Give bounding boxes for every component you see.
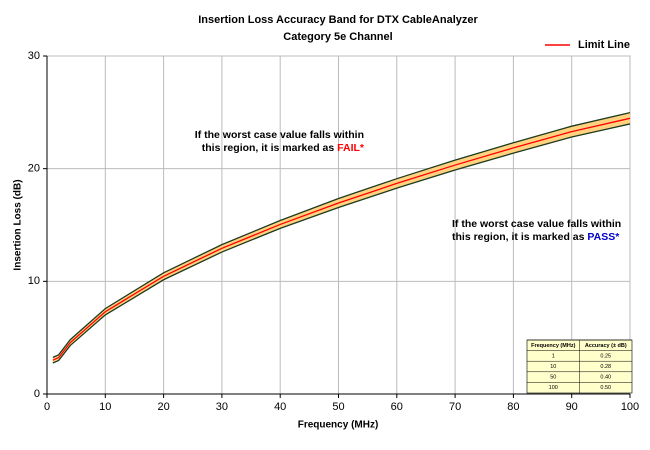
y-axis-label: Insertion Loss (dB) [13, 179, 24, 270]
x-tick-label: 0 [44, 401, 50, 413]
annotation-highlight: FAIL* [337, 142, 365, 154]
x-tick-label: 80 [507, 401, 519, 413]
y-tick-label: 10 [28, 275, 40, 287]
x-tick-label: 60 [391, 401, 403, 413]
annotation-text: If the worst case value falls within [452, 218, 621, 230]
x-tick-label: 70 [449, 401, 461, 413]
x-axis-label: Frequency (MHz) [298, 420, 379, 431]
chart-subtitle: Category 5e Channel [283, 31, 392, 43]
table-cell: 1 [552, 353, 555, 359]
annotation-line: this region, it is marked as [452, 231, 587, 243]
table-cell: 50 [550, 375, 556, 381]
x-tick-label: 20 [157, 401, 169, 413]
x-tick-label: 50 [332, 401, 344, 413]
series-line [52, 117, 631, 361]
table-cell: 0.28 [600, 364, 611, 370]
y-tick-label: 0 [34, 388, 40, 400]
table-cell: 0.40 [600, 375, 611, 381]
annotation-text: If the worst case value falls within [195, 129, 364, 141]
x-tick-label: 10 [99, 401, 111, 413]
annotation-line: this region, it is marked as [202, 142, 337, 154]
table-header: Frequency (MHz) [531, 343, 575, 349]
annotation-text: this region, it is marked as PASS* [452, 231, 620, 243]
table-header: Accuracy (± dB) [585, 343, 627, 349]
chart-title: Insertion Loss Accuracy Band for DTX Cab… [198, 14, 478, 26]
x-tick-label: 100 [621, 401, 639, 413]
series-line [52, 112, 631, 358]
annotation-line: If the worst case value falls within [195, 129, 364, 141]
series-line [52, 123, 631, 364]
y-tick-label: 20 [28, 163, 40, 175]
x-tick-label: 30 [216, 401, 228, 413]
x-tick-label: 90 [566, 401, 578, 413]
y-tick-label: 30 [28, 50, 40, 62]
table-cell: 0.25 [600, 353, 611, 359]
annotation-line: If the worst case value falls within [452, 218, 621, 230]
legend-label: Limit Line [578, 39, 630, 51]
table-cell: 10 [550, 364, 556, 370]
annotation-text: this region, it is marked as FAIL* [202, 142, 365, 154]
table-cell: 100 [549, 385, 558, 391]
table-cell: 0.50 [600, 385, 611, 391]
x-tick-label: 40 [274, 401, 286, 413]
annotation-highlight: PASS* [587, 231, 620, 243]
